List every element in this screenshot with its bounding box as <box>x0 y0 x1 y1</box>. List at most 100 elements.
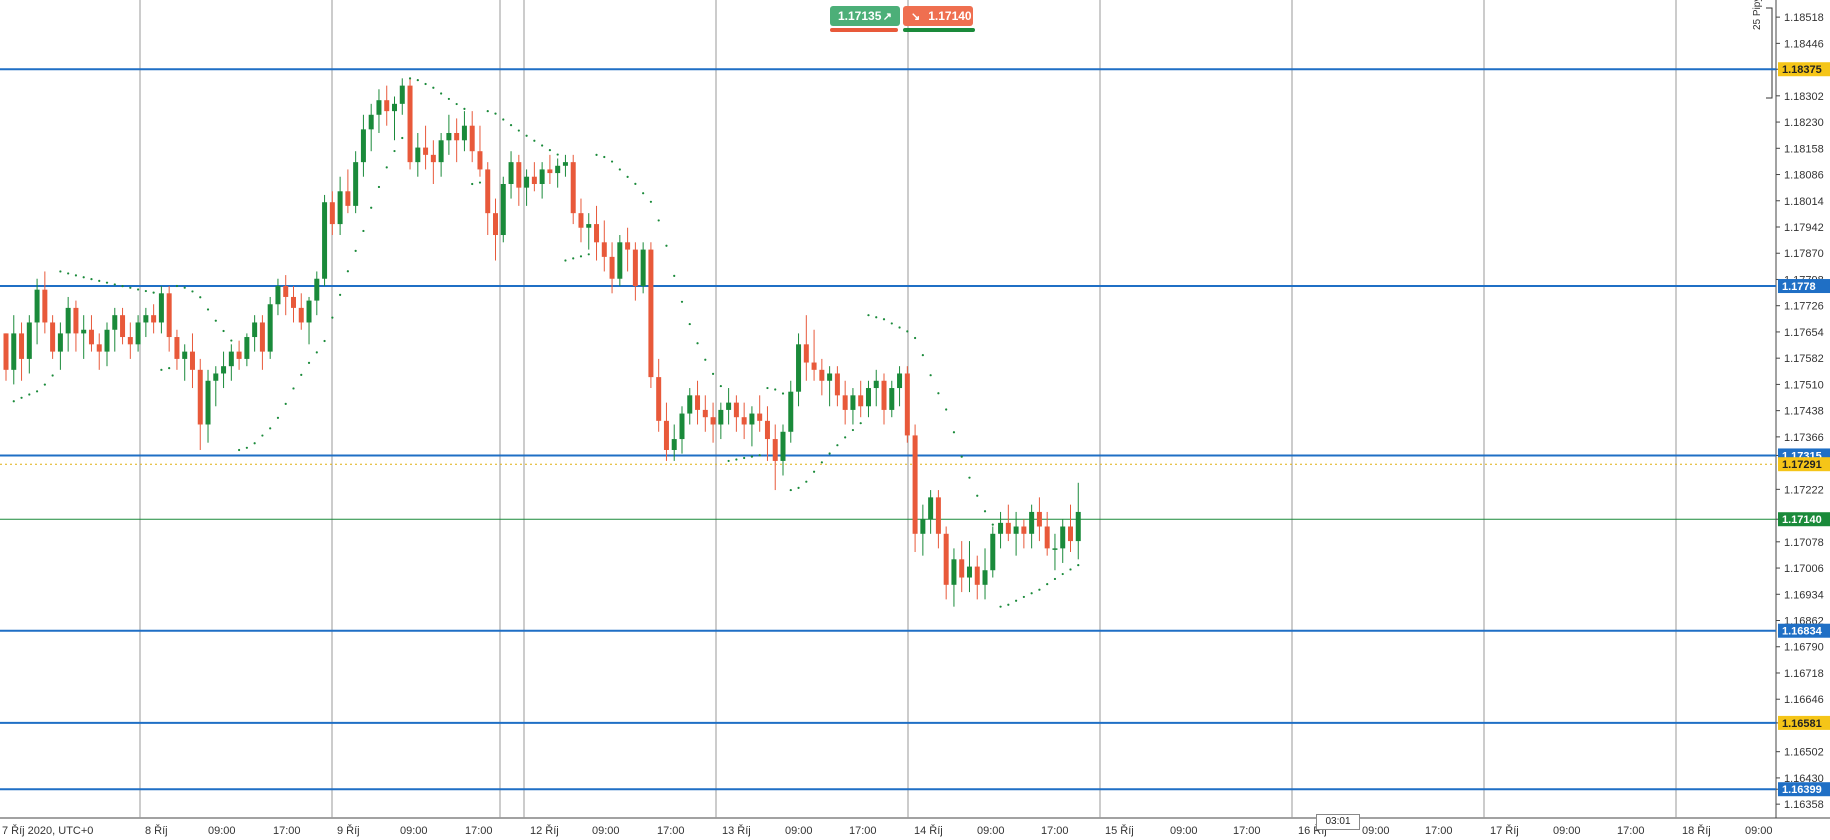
candle-body <box>120 315 126 338</box>
sar-dot <box>991 523 994 526</box>
buy-button[interactable]: 1.17135 ↗ <box>830 6 900 26</box>
sar-dot <box>1077 564 1080 567</box>
candle-body <box>290 296 296 308</box>
candle-body <box>1067 526 1073 542</box>
sar-dot <box>82 276 85 279</box>
candle-body <box>516 162 522 188</box>
candle-body <box>648 249 654 378</box>
candle-body <box>656 377 662 421</box>
sar-dot <box>175 284 179 288</box>
candle-body <box>1029 511 1035 534</box>
sar-dot <box>191 290 194 293</box>
candle-body <box>850 395 856 410</box>
candle-body <box>228 351 234 367</box>
candle-body <box>1060 526 1066 549</box>
sar-dot <box>74 274 78 277</box>
sell-button[interactable]: ↘ 1.17140 <box>903 6 973 26</box>
sar-dot <box>440 92 443 95</box>
y-axis-tick-label: 1.16502 <box>1784 747 1824 759</box>
candle-body <box>718 409 724 425</box>
candle-body <box>329 202 335 225</box>
current-time-box: 03:01 <box>1316 814 1360 830</box>
sar-dot <box>502 118 505 121</box>
sar-dot <box>898 326 901 329</box>
candle-body <box>757 413 763 421</box>
y-axis-tick-label: 1.18158 <box>1784 143 1824 155</box>
sar-dot <box>463 107 466 110</box>
candle-body <box>982 570 988 585</box>
candle-body <box>772 439 778 461</box>
sar-dot <box>129 286 132 289</box>
candle-body <box>205 380 211 425</box>
sar-dot <box>952 431 956 434</box>
candle-body <box>469 125 475 152</box>
candle-body <box>687 395 693 414</box>
x-axis-tick-label: 15 Říj <box>1105 824 1134 837</box>
level-price-tag-bg <box>1778 623 1830 638</box>
candle-body <box>803 344 809 363</box>
candle-body <box>586 224 592 228</box>
sar-dot <box>12 400 15 403</box>
candle-body <box>555 165 561 174</box>
level-price-tag-bg <box>1778 782 1830 797</box>
candle-body <box>663 420 669 450</box>
y-axis-tick-label: 1.17438 <box>1784 406 1824 418</box>
sar-dot <box>548 149 552 152</box>
candle-body <box>392 103 397 112</box>
sar-dot <box>401 136 404 140</box>
candle-body <box>928 497 934 520</box>
candle-body <box>695 395 701 410</box>
candle-body <box>353 162 359 206</box>
candle-body <box>1052 548 1058 550</box>
candle-body <box>508 162 514 185</box>
sar-dot <box>35 390 39 393</box>
y-axis-tick-label: 1.16358 <box>1784 799 1824 811</box>
sar-dot <box>20 396 23 399</box>
candle-body <box>236 351 242 359</box>
sar-dot <box>618 168 621 171</box>
candle-body <box>360 129 366 163</box>
candle-body <box>625 242 631 250</box>
sar-dot <box>541 144 544 147</box>
sar-dot <box>230 339 233 342</box>
candle-body <box>42 289 48 323</box>
candle-body <box>407 85 413 163</box>
sar-dot <box>408 77 412 80</box>
sar-dot <box>906 330 909 333</box>
candle-body <box>446 132 452 141</box>
candle-body <box>726 402 732 410</box>
sar-dot <box>572 257 575 260</box>
current-price-tag-bg <box>1778 512 1830 527</box>
y-axis-tick-label: 1.16430 <box>1784 773 1824 785</box>
sar-dot <box>859 422 862 425</box>
sar-dot <box>276 416 280 419</box>
sar-dot <box>688 322 691 326</box>
candle-body <box>306 300 312 323</box>
x-axis-tick-label: 17:00 <box>273 825 301 837</box>
y-axis-tick-label: 1.17582 <box>1784 353 1824 365</box>
sar-dot <box>346 270 349 273</box>
candle-body <box>1075 511 1081 542</box>
sar-dot <box>284 402 287 406</box>
sar-dot <box>253 442 256 445</box>
candle-body <box>594 224 600 243</box>
y-axis-tick-label: 1.18446 <box>1784 38 1824 50</box>
sar-dot <box>206 308 210 311</box>
sar-dot <box>315 351 318 354</box>
sar-dot <box>478 181 482 184</box>
sar-dot <box>1030 592 1033 595</box>
candle-body <box>298 307 304 323</box>
candle-body <box>640 249 646 287</box>
sar-dot <box>331 316 334 319</box>
candle-body <box>943 533 949 585</box>
candle-body <box>485 169 491 214</box>
candle-body <box>430 154 436 163</box>
sar-dot <box>471 182 474 186</box>
x-axis-tick-label: 09:00 <box>785 825 813 837</box>
sar-dot <box>292 387 295 390</box>
candle-body <box>796 344 802 392</box>
x-axis-tick-label: 09:00 <box>208 825 236 837</box>
sar-dot <box>300 373 303 376</box>
